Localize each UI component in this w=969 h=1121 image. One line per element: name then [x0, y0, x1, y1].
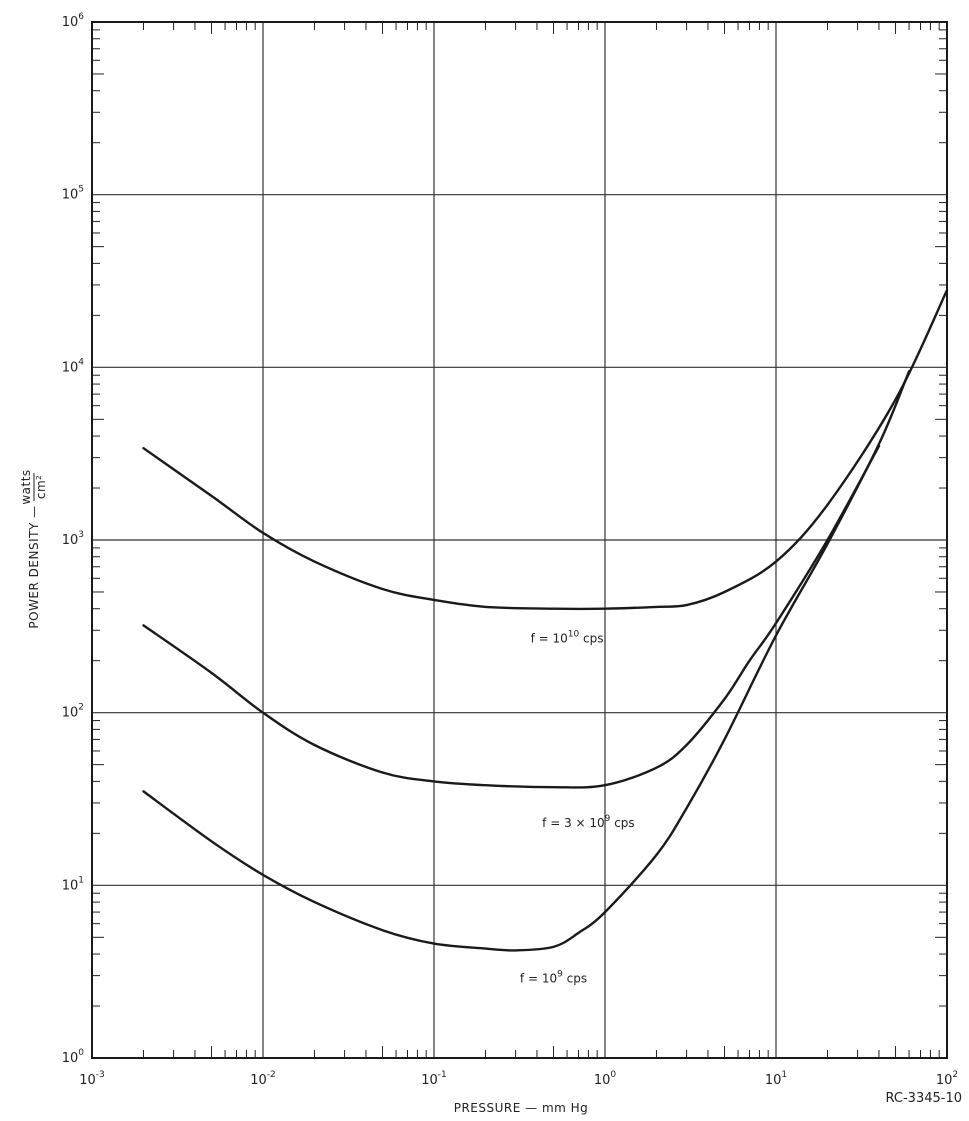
curve-label-exponent: 9	[605, 814, 611, 824]
x-tick-label: 10-1	[421, 1070, 447, 1088]
x-tick-label-exponent: -3	[96, 1070, 105, 1080]
minor-ticks	[92, 22, 947, 1058]
x-axis-title: PRESSURE — mm Hg	[454, 1101, 589, 1115]
y-tick-label: 102	[62, 703, 84, 721]
y-tick-label-exponent: 5	[78, 185, 84, 195]
x-tick-label-exponent: 1	[781, 1070, 787, 1080]
x-tick-label-base: 10	[421, 1073, 438, 1088]
x-tick-label-exponent: -1	[438, 1070, 447, 1080]
x-tick-label-base: 10	[594, 1073, 611, 1088]
y-tick-label-base: 10	[62, 533, 79, 548]
y-axis-title: POWER DENSITY — watts cm2	[19, 469, 48, 628]
y-tick-label-base: 10	[62, 706, 79, 721]
series-line-0	[142, 288, 949, 611]
tick-labels: 10-3 10-2 10-1 100 101 1021001011021031041051…	[62, 12, 958, 1088]
curve-label-suffix: cps	[563, 971, 587, 985]
curve-label-exponent: 10	[568, 630, 580, 640]
curve-label-2: f = 109 cps	[520, 969, 587, 985]
y-tick-label-base: 10	[62, 188, 79, 203]
y-tick-label-exponent: 2	[78, 703, 84, 713]
curve-label-prefix: f = 10	[531, 632, 568, 646]
y-tick-label-exponent: 3	[78, 530, 84, 540]
y-tick-label-base: 10	[62, 15, 79, 30]
series-group	[142, 288, 949, 952]
curve-label-prefix: f = 10	[520, 971, 557, 985]
x-tick-label: 102	[936, 1070, 958, 1088]
series-line-1	[142, 444, 881, 789]
x-tick-label-base: 10	[936, 1073, 953, 1088]
x-tick-label-exponent: 0	[610, 1070, 616, 1080]
y-tick-label-exponent: 4	[78, 357, 84, 367]
curve-label-suffix: cps	[610, 816, 634, 830]
y-axis-unit-denominator: cm2	[34, 475, 48, 499]
y-tick-label: 103	[62, 530, 84, 548]
y-tick-label-base: 10	[62, 360, 79, 375]
y-axis-unit-denominator-base: cm	[34, 480, 48, 499]
y-axis-unit-numerator: watts	[19, 469, 33, 504]
curve-label-1: f = 3 × 109 cps	[542, 814, 635, 830]
x-tick-label-exponent: -2	[267, 1070, 276, 1080]
x-tick-label: 10-3	[79, 1070, 105, 1088]
y-axis-title-text: POWER DENSITY —	[27, 505, 41, 628]
y-axis-unit-denominator-exp: 2	[35, 475, 43, 480]
x-tick-label-exponent: 2	[952, 1070, 958, 1080]
y-tick-label-base: 10	[62, 1051, 79, 1066]
y-tick-label-exponent: 0	[78, 1048, 84, 1058]
x-tick-label: 10-2	[250, 1070, 276, 1088]
curve-label-0: f = 1010 cps	[531, 630, 604, 646]
curve-label-exponent: 9	[557, 969, 563, 979]
curve-label-prefix: f = 3 × 10	[542, 816, 605, 830]
y-tick-label: 106	[62, 12, 85, 30]
series-line-2	[142, 370, 911, 952]
grid	[91, 21, 948, 1059]
y-tick-label-exponent: 6	[78, 12, 84, 22]
x-tick-label-base: 10	[250, 1073, 267, 1088]
figure-id: RC-3345-10	[886, 1091, 962, 1106]
curve-label-suffix: cps	[579, 632, 603, 646]
y-tick-label: 101	[62, 875, 84, 893]
x-tick-label-base: 10	[765, 1073, 782, 1088]
y-tick-label: 104	[62, 357, 85, 375]
x-tick-label: 101	[765, 1070, 787, 1088]
y-tick-label: 105	[62, 185, 84, 203]
plot-frame	[91, 21, 948, 1059]
y-tick-label-exponent: 1	[78, 875, 84, 885]
x-tick-label: 100	[594, 1070, 617, 1088]
x-tick-label-base: 10	[79, 1073, 96, 1088]
y-tick-label: 100	[62, 1048, 85, 1066]
y-tick-label-base: 10	[62, 878, 79, 893]
